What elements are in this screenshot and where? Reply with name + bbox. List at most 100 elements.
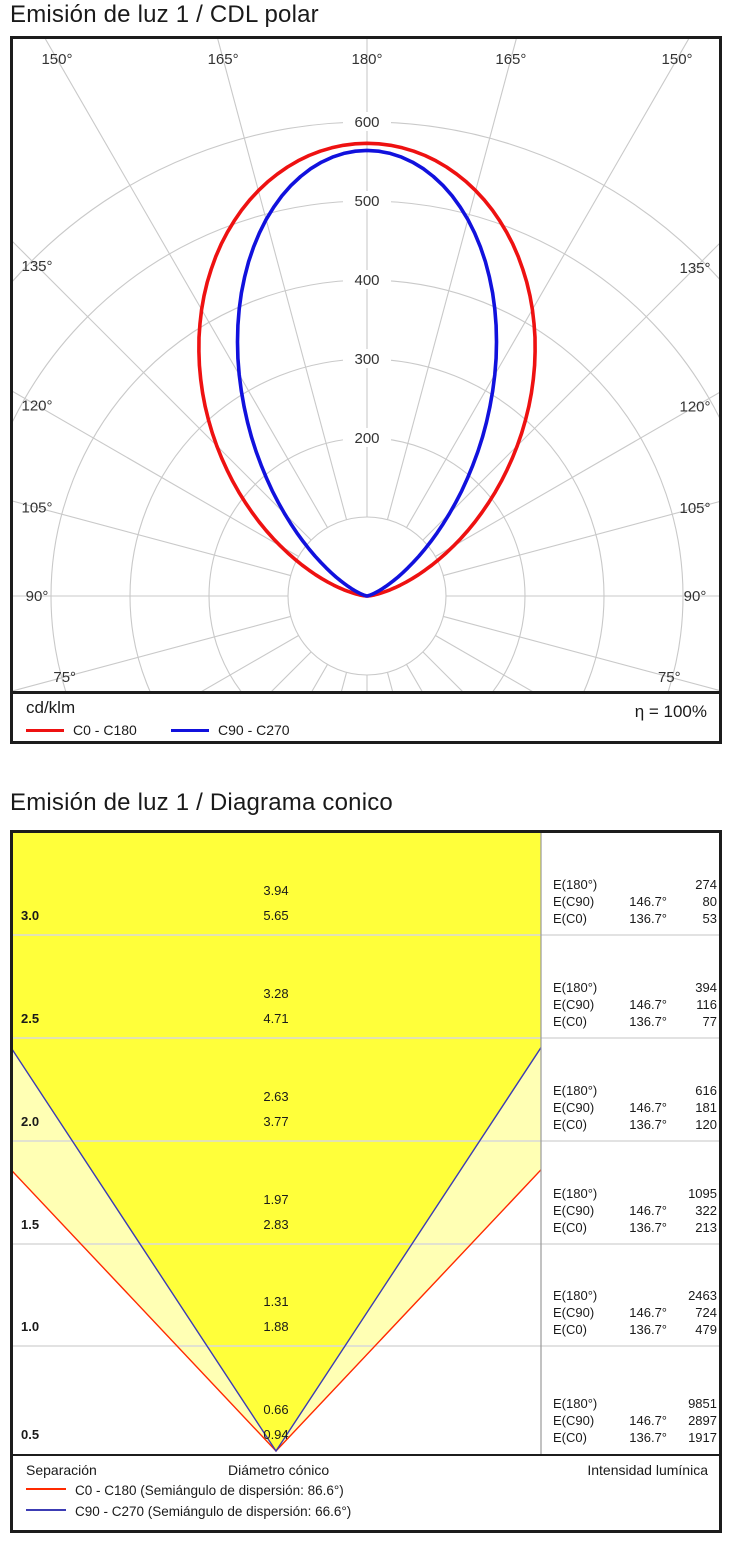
cone-legend-diameter-label: Diámetro cónico bbox=[228, 1462, 330, 1478]
cone-legend-separation-label: Separación bbox=[26, 1462, 97, 1478]
polar-plot-area: 200 300 400 500 600 180° 165° 165° 150° 150° 135° 1… bbox=[13, 39, 719, 691]
illuminance-angle: 136.7° bbox=[629, 911, 667, 926]
diameter-c90-value: 3.28 bbox=[263, 986, 289, 1001]
polar-grid-spoke bbox=[443, 615, 719, 691]
illuminance-label: E(180°) bbox=[553, 1396, 598, 1411]
illuminance-label: E(C0) bbox=[553, 1117, 587, 1132]
illuminance-label: E(C0) bbox=[553, 1430, 587, 1445]
polar-grid-ring bbox=[287, 516, 447, 676]
illuminance-angle: 146.7° bbox=[629, 1413, 667, 1428]
cone-title: Emisión de luz 1 / Diagrama conico bbox=[10, 789, 393, 816]
polar-grid-spoke bbox=[406, 39, 690, 528]
separation-label: 1.5 bbox=[21, 1217, 40, 1232]
curve-c90-c270 bbox=[235, 148, 499, 598]
angle-label: 75° bbox=[53, 669, 76, 686]
illuminance-value: 274 bbox=[695, 877, 717, 892]
polar-title: Emisión de luz 1 / CDL polar bbox=[10, 1, 319, 28]
polar-grid-spoke bbox=[217, 39, 348, 520]
illuminance-angle: 136.7° bbox=[629, 1322, 667, 1337]
separation-label: 3.0 bbox=[21, 908, 40, 923]
legend-item-label: C0 - C180 bbox=[73, 722, 137, 738]
illuminance-angle: 136.7° bbox=[629, 1430, 667, 1445]
polar-grid-spoke bbox=[13, 241, 312, 541]
illuminance-value: 116 bbox=[696, 997, 717, 1012]
legend-item-label: C90 - C270 bbox=[218, 722, 290, 738]
illuminance-label: E(C90) bbox=[553, 997, 595, 1012]
illuminance-angle: 146.7° bbox=[629, 894, 667, 909]
cone-legend-item: C90 - C270 (Semiángulo de dispersión: 66… bbox=[26, 1504, 351, 1519]
radial-tick-label: 400 bbox=[354, 272, 379, 289]
cone-chart-box: 3.0 3.94 5.65 E(180°) 274 E(C90) 146.7° 80 E(C0)… bbox=[10, 830, 722, 1533]
polar-legend: cd/klm η = 100% C0 - C180 C90 - C270 bbox=[13, 691, 719, 741]
illuminance-label: E(C0) bbox=[553, 1220, 587, 1235]
radial-tick-bg bbox=[343, 270, 391, 289]
cone-legend-intensity-label: Intensidad lumínica bbox=[587, 1462, 708, 1478]
illuminance-label: E(180°) bbox=[553, 1186, 598, 1201]
illuminance-angle: 136.7° bbox=[629, 1014, 667, 1029]
angle-label: 180° bbox=[351, 51, 382, 68]
angle-label: 90° bbox=[684, 588, 707, 605]
illuminance-angle: 136.7° bbox=[629, 1220, 667, 1235]
radial-tick-bg bbox=[343, 112, 391, 131]
angle-label: 135° bbox=[21, 258, 52, 275]
diameter-c0-value: 2.83 bbox=[263, 1217, 289, 1232]
illuminance-label: E(C90) bbox=[553, 1100, 595, 1115]
diameter-c0-value: 3.77 bbox=[263, 1114, 289, 1129]
polar-legend-item: C90 - C270 bbox=[171, 722, 290, 738]
angle-label: 120° bbox=[679, 399, 710, 416]
cone-legend-item: C0 - C180 (Semiángulo de dispersión: 86.… bbox=[26, 1483, 344, 1498]
illuminance-value: 53 bbox=[702, 911, 717, 926]
illuminance-label: E(C90) bbox=[553, 1413, 595, 1428]
illuminance-angle: 146.7° bbox=[629, 1203, 667, 1218]
polar-grid-spoke bbox=[13, 615, 291, 691]
illuminance-value: 120 bbox=[695, 1117, 717, 1132]
polar-grid-spoke bbox=[13, 500, 291, 577]
polar-grid-spoke bbox=[422, 243, 719, 541]
illuminance-value: 9851 bbox=[688, 1396, 717, 1411]
diameter-c90-value: 1.97 bbox=[263, 1192, 289, 1207]
illuminance-value: 394 bbox=[695, 980, 717, 995]
illuminance-label: E(C90) bbox=[553, 894, 595, 909]
diameter-c90-value: 0.66 bbox=[263, 1402, 289, 1417]
legend-line-swatch bbox=[171, 728, 209, 732]
illuminance-value: 77 bbox=[702, 1014, 717, 1029]
curve-c0-c180 bbox=[197, 141, 537, 598]
illuminance-angle: 146.7° bbox=[629, 997, 667, 1012]
polar-grid-spoke bbox=[44, 39, 328, 528]
illuminance-value: 1095 bbox=[688, 1186, 717, 1201]
legend-line-swatch bbox=[26, 1509, 66, 1512]
illuminance-value: 322 bbox=[695, 1203, 717, 1218]
diameter-c0-value: 1.88 bbox=[263, 1319, 289, 1334]
separation-label: 2.0 bbox=[21, 1114, 40, 1129]
separation-label: 0.5 bbox=[21, 1427, 40, 1442]
legend-item-label: C90 - C270 (Semiángulo de dispersión: 66… bbox=[75, 1504, 352, 1519]
illuminance-value: 80 bbox=[702, 894, 717, 909]
illuminance-value: 724 bbox=[695, 1305, 717, 1320]
angle-label: 90° bbox=[26, 588, 49, 605]
diameter-c90-value: 2.63 bbox=[263, 1089, 289, 1104]
illuminance-value: 181 bbox=[695, 1100, 717, 1115]
illuminance-label: E(C90) bbox=[553, 1203, 595, 1218]
radial-tick-label: 500 bbox=[354, 193, 379, 210]
polar-legend-item: C0 - C180 bbox=[26, 722, 137, 738]
illuminance-value: 2463 bbox=[688, 1288, 717, 1303]
polar-grid-spoke bbox=[386, 672, 394, 691]
legend-line-swatch bbox=[26, 1488, 66, 1491]
illuminance-label: E(C0) bbox=[553, 1014, 587, 1029]
radial-tick-bg bbox=[343, 191, 391, 210]
angle-label: 105° bbox=[679, 500, 710, 517]
illuminance-label: E(180°) bbox=[553, 877, 598, 892]
cone-c90-fill bbox=[13, 833, 541, 1451]
illuminance-value: 1917 bbox=[688, 1430, 717, 1445]
radial-tick-bg bbox=[343, 428, 391, 447]
diameter-c0-value: 4.71 bbox=[263, 1011, 289, 1026]
angle-label: 120° bbox=[21, 397, 52, 414]
polar-grid-spoke bbox=[386, 39, 517, 520]
legend-line-swatch bbox=[26, 728, 64, 732]
legend-item-label: C0 - C180 (Semiángulo de dispersión: 86.… bbox=[75, 1483, 344, 1498]
illuminance-label: E(C0) bbox=[553, 1322, 587, 1337]
polar-grid-spoke bbox=[435, 392, 719, 557]
angle-label: 75° bbox=[658, 669, 681, 686]
illuminance-label: E(180°) bbox=[553, 980, 598, 995]
angle-label: 165° bbox=[208, 51, 239, 68]
